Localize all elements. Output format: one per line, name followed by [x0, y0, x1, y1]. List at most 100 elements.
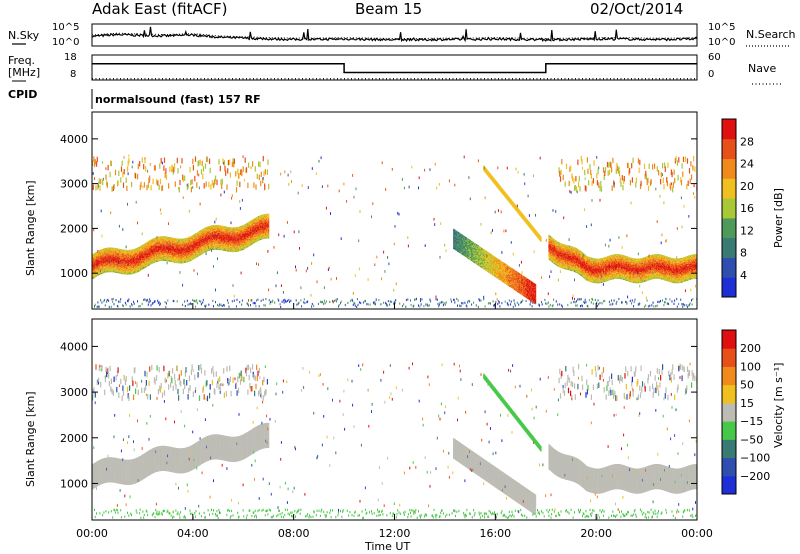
- power-echo: [172, 253, 174, 255]
- power-echo: [115, 255, 117, 257]
- power-echo: [213, 305, 214, 308]
- power-echo: [150, 250, 152, 252]
- power-echo: [144, 255, 146, 257]
- power-echo: [129, 254, 131, 256]
- power-echo: [133, 259, 135, 260]
- power-echo: [134, 258, 136, 260]
- power-echo: [147, 252, 149, 254]
- power-echo: [135, 256, 137, 258]
- power-echo: [94, 255, 96, 257]
- power-echo: [94, 261, 96, 262]
- power-echo: [146, 257, 148, 259]
- power-echo: [155, 260, 157, 262]
- power-echo: [105, 256, 107, 258]
- power-echo: [151, 261, 153, 263]
- power-echo: [217, 257, 218, 260]
- power-echo: [104, 269, 106, 271]
- power-echo: [106, 259, 108, 261]
- power-echo: [94, 270, 96, 272]
- power-echo: [147, 261, 149, 263]
- power-echo: [153, 246, 155, 248]
- power-echo: [166, 245, 168, 247]
- power-echo: [143, 263, 145, 265]
- power-echo: [122, 182, 125, 188]
- power-echo: [92, 160, 94, 166]
- power-echo: [174, 181, 176, 187]
- power-echo: [166, 242, 168, 244]
- power-echo: [115, 256, 117, 257]
- power-echo: [163, 250, 166, 252]
- power-echo: [153, 300, 155, 303]
- power-echo: [104, 260, 106, 262]
- power-echo: [125, 270, 127, 272]
- power-echo: [147, 245, 149, 247]
- power-echo: [137, 258, 139, 260]
- power-echo: [149, 258, 151, 260]
- power-echo: [141, 249, 143, 250]
- power-echo: [165, 260, 168, 262]
- power-echo: [166, 257, 168, 259]
- power-echo: [129, 267, 131, 269]
- power-echo: [131, 267, 133, 269]
- power-echo: [167, 240, 169, 242]
- power-echo: [168, 239, 170, 241]
- power-echo: [172, 246, 174, 248]
- power-echo: [123, 253, 125, 255]
- power-echo: [98, 263, 100, 265]
- power-echo: [127, 202, 128, 206]
- power-echo: [120, 256, 122, 257]
- power-echo: [115, 299, 117, 302]
- power-echo: [144, 267, 146, 268]
- power-echo: [98, 268, 100, 270]
- power-echo: [147, 182, 149, 189]
- power-echo: [92, 256, 94, 258]
- power-echo: [161, 258, 164, 260]
- power-echo: [140, 249, 142, 251]
- power-echo: [98, 252, 100, 254]
- power-echo: [152, 178, 154, 184]
- power-echo: [149, 256, 151, 258]
- power-echo: [127, 258, 129, 260]
- power-echo: [94, 255, 96, 257]
- power-echo: [205, 181, 207, 187]
- power-echo: [124, 259, 127, 261]
- power-echo: [132, 272, 134, 273]
- power-echo: [171, 246, 173, 248]
- power-echo: [143, 252, 145, 254]
- power-echo: [157, 245, 159, 247]
- power-echo: [133, 270, 135, 272]
- power-echo: [137, 270, 139, 272]
- power-echo: [137, 253, 139, 255]
- power-echo: [105, 252, 107, 254]
- power-echo: [161, 256, 164, 257]
- power-echo: [171, 237, 173, 239]
- power-echo: [133, 264, 135, 266]
- power-echo: [94, 254, 96, 256]
- power-echo: [126, 251, 128, 253]
- power-echo: [143, 258, 145, 259]
- power-echo: [151, 254, 153, 256]
- power-echo: [129, 266, 131, 268]
- power-echo: [134, 268, 136, 270]
- power-echo: [127, 251, 129, 252]
- power-echo: [120, 261, 122, 262]
- power-echo: [149, 259, 151, 261]
- power-echo: [140, 269, 142, 271]
- power-echo: [146, 254, 148, 256]
- power-echo: [147, 260, 149, 262]
- power-echo: [121, 249, 123, 251]
- power-echo: [100, 269, 102, 271]
- power-echo: [156, 251, 158, 253]
- power-echo: [137, 266, 139, 268]
- power-echo: [150, 255, 152, 257]
- power-echo: [99, 265, 101, 267]
- power-echo: [112, 258, 114, 260]
- power-echo: [92, 255, 94, 257]
- power-echo: [169, 251, 171, 253]
- power-echo: [126, 273, 128, 275]
- power-echo: [155, 256, 157, 258]
- power-echo: [93, 265, 95, 267]
- power-echo: [98, 270, 100, 272]
- power-echo: [159, 252, 161, 254]
- power-echo: [122, 257, 125, 259]
